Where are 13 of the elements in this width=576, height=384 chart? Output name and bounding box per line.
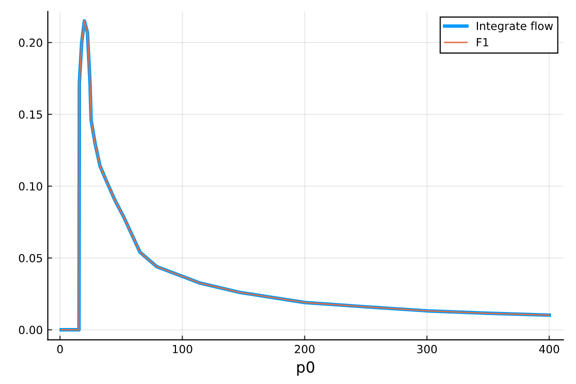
y-tick-label: 0.05 <box>18 254 42 262</box>
y-tick-label: 0.20 <box>18 38 42 47</box>
y-tick-label: 0.15 <box>18 110 42 119</box>
x-tick-label: 100 <box>172 344 192 354</box>
x-tick-label: 0 <box>57 344 63 354</box>
legend-label: Integrate flow <box>476 22 553 32</box>
x-tick-label: 300 <box>417 344 437 354</box>
x-tick-label: 400 <box>539 344 560 354</box>
legend-label: F1 <box>476 38 488 46</box>
y-tick-label: 0.10 <box>18 182 42 191</box>
y-tick-label: 0.00 <box>18 326 42 334</box>
x-axis-title: p0 <box>297 361 314 376</box>
x-tick-label: 200 <box>294 344 315 354</box>
